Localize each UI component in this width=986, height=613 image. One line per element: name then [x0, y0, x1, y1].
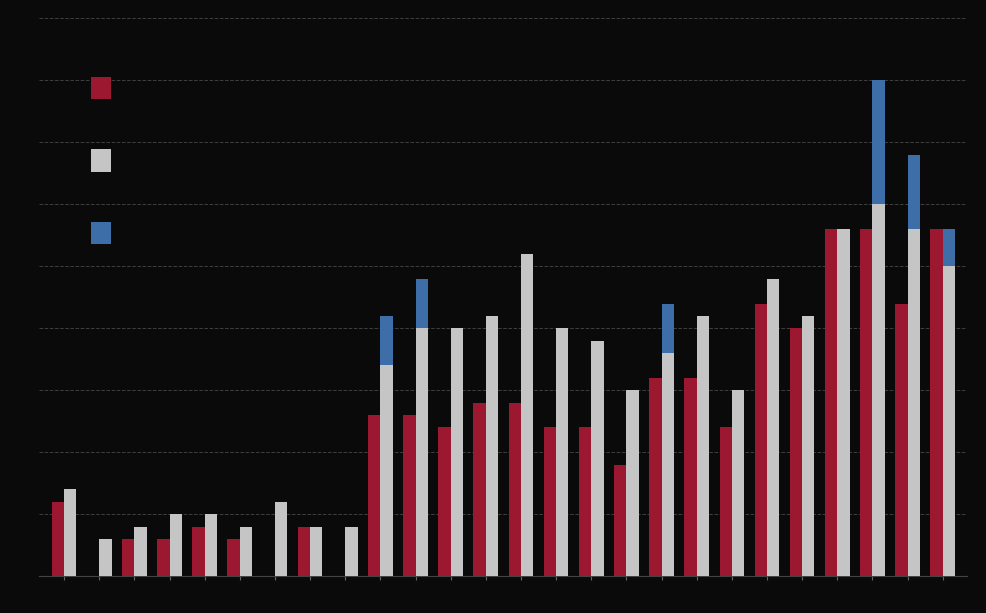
Bar [649, 378, 661, 576]
Bar [91, 77, 110, 99]
Bar [579, 427, 591, 576]
Bar [368, 415, 380, 576]
Bar [170, 514, 181, 576]
Bar [906, 154, 919, 229]
Bar [451, 329, 462, 576]
Bar [485, 316, 498, 576]
Bar [275, 502, 287, 576]
Bar [802, 316, 813, 576]
Bar [64, 489, 76, 576]
Bar [930, 229, 942, 576]
Bar [521, 254, 532, 576]
Bar [100, 539, 111, 576]
Bar [415, 329, 427, 576]
Bar [227, 539, 240, 576]
Bar [508, 403, 521, 576]
Bar [204, 514, 217, 576]
Bar [415, 279, 427, 329]
Bar [906, 229, 919, 576]
Bar [731, 390, 743, 576]
Bar [473, 403, 485, 576]
Bar [345, 527, 357, 576]
Bar [824, 229, 836, 576]
Bar [789, 329, 802, 576]
Bar [157, 539, 170, 576]
Bar [438, 427, 451, 576]
Bar [240, 527, 251, 576]
Bar [91, 222, 110, 245]
Bar [894, 303, 906, 576]
Bar [754, 303, 766, 576]
Bar [872, 204, 883, 576]
Bar [298, 527, 310, 576]
Bar [626, 390, 638, 576]
Bar [613, 465, 626, 576]
Bar [91, 150, 110, 172]
Bar [661, 303, 673, 353]
Bar [403, 415, 415, 576]
Bar [942, 229, 954, 266]
Bar [859, 229, 872, 576]
Bar [661, 353, 673, 576]
Bar [134, 527, 147, 576]
Bar [310, 527, 322, 576]
Bar [380, 316, 392, 365]
Bar [836, 229, 849, 576]
Bar [942, 266, 954, 576]
Bar [192, 527, 204, 576]
Bar [555, 329, 568, 576]
Bar [122, 539, 134, 576]
Bar [766, 279, 779, 576]
Bar [51, 502, 64, 576]
Bar [683, 378, 696, 576]
Bar [380, 365, 392, 576]
Bar [543, 427, 555, 576]
Bar [696, 316, 708, 576]
Bar [872, 80, 883, 204]
Bar [719, 427, 731, 576]
Bar [591, 341, 602, 576]
